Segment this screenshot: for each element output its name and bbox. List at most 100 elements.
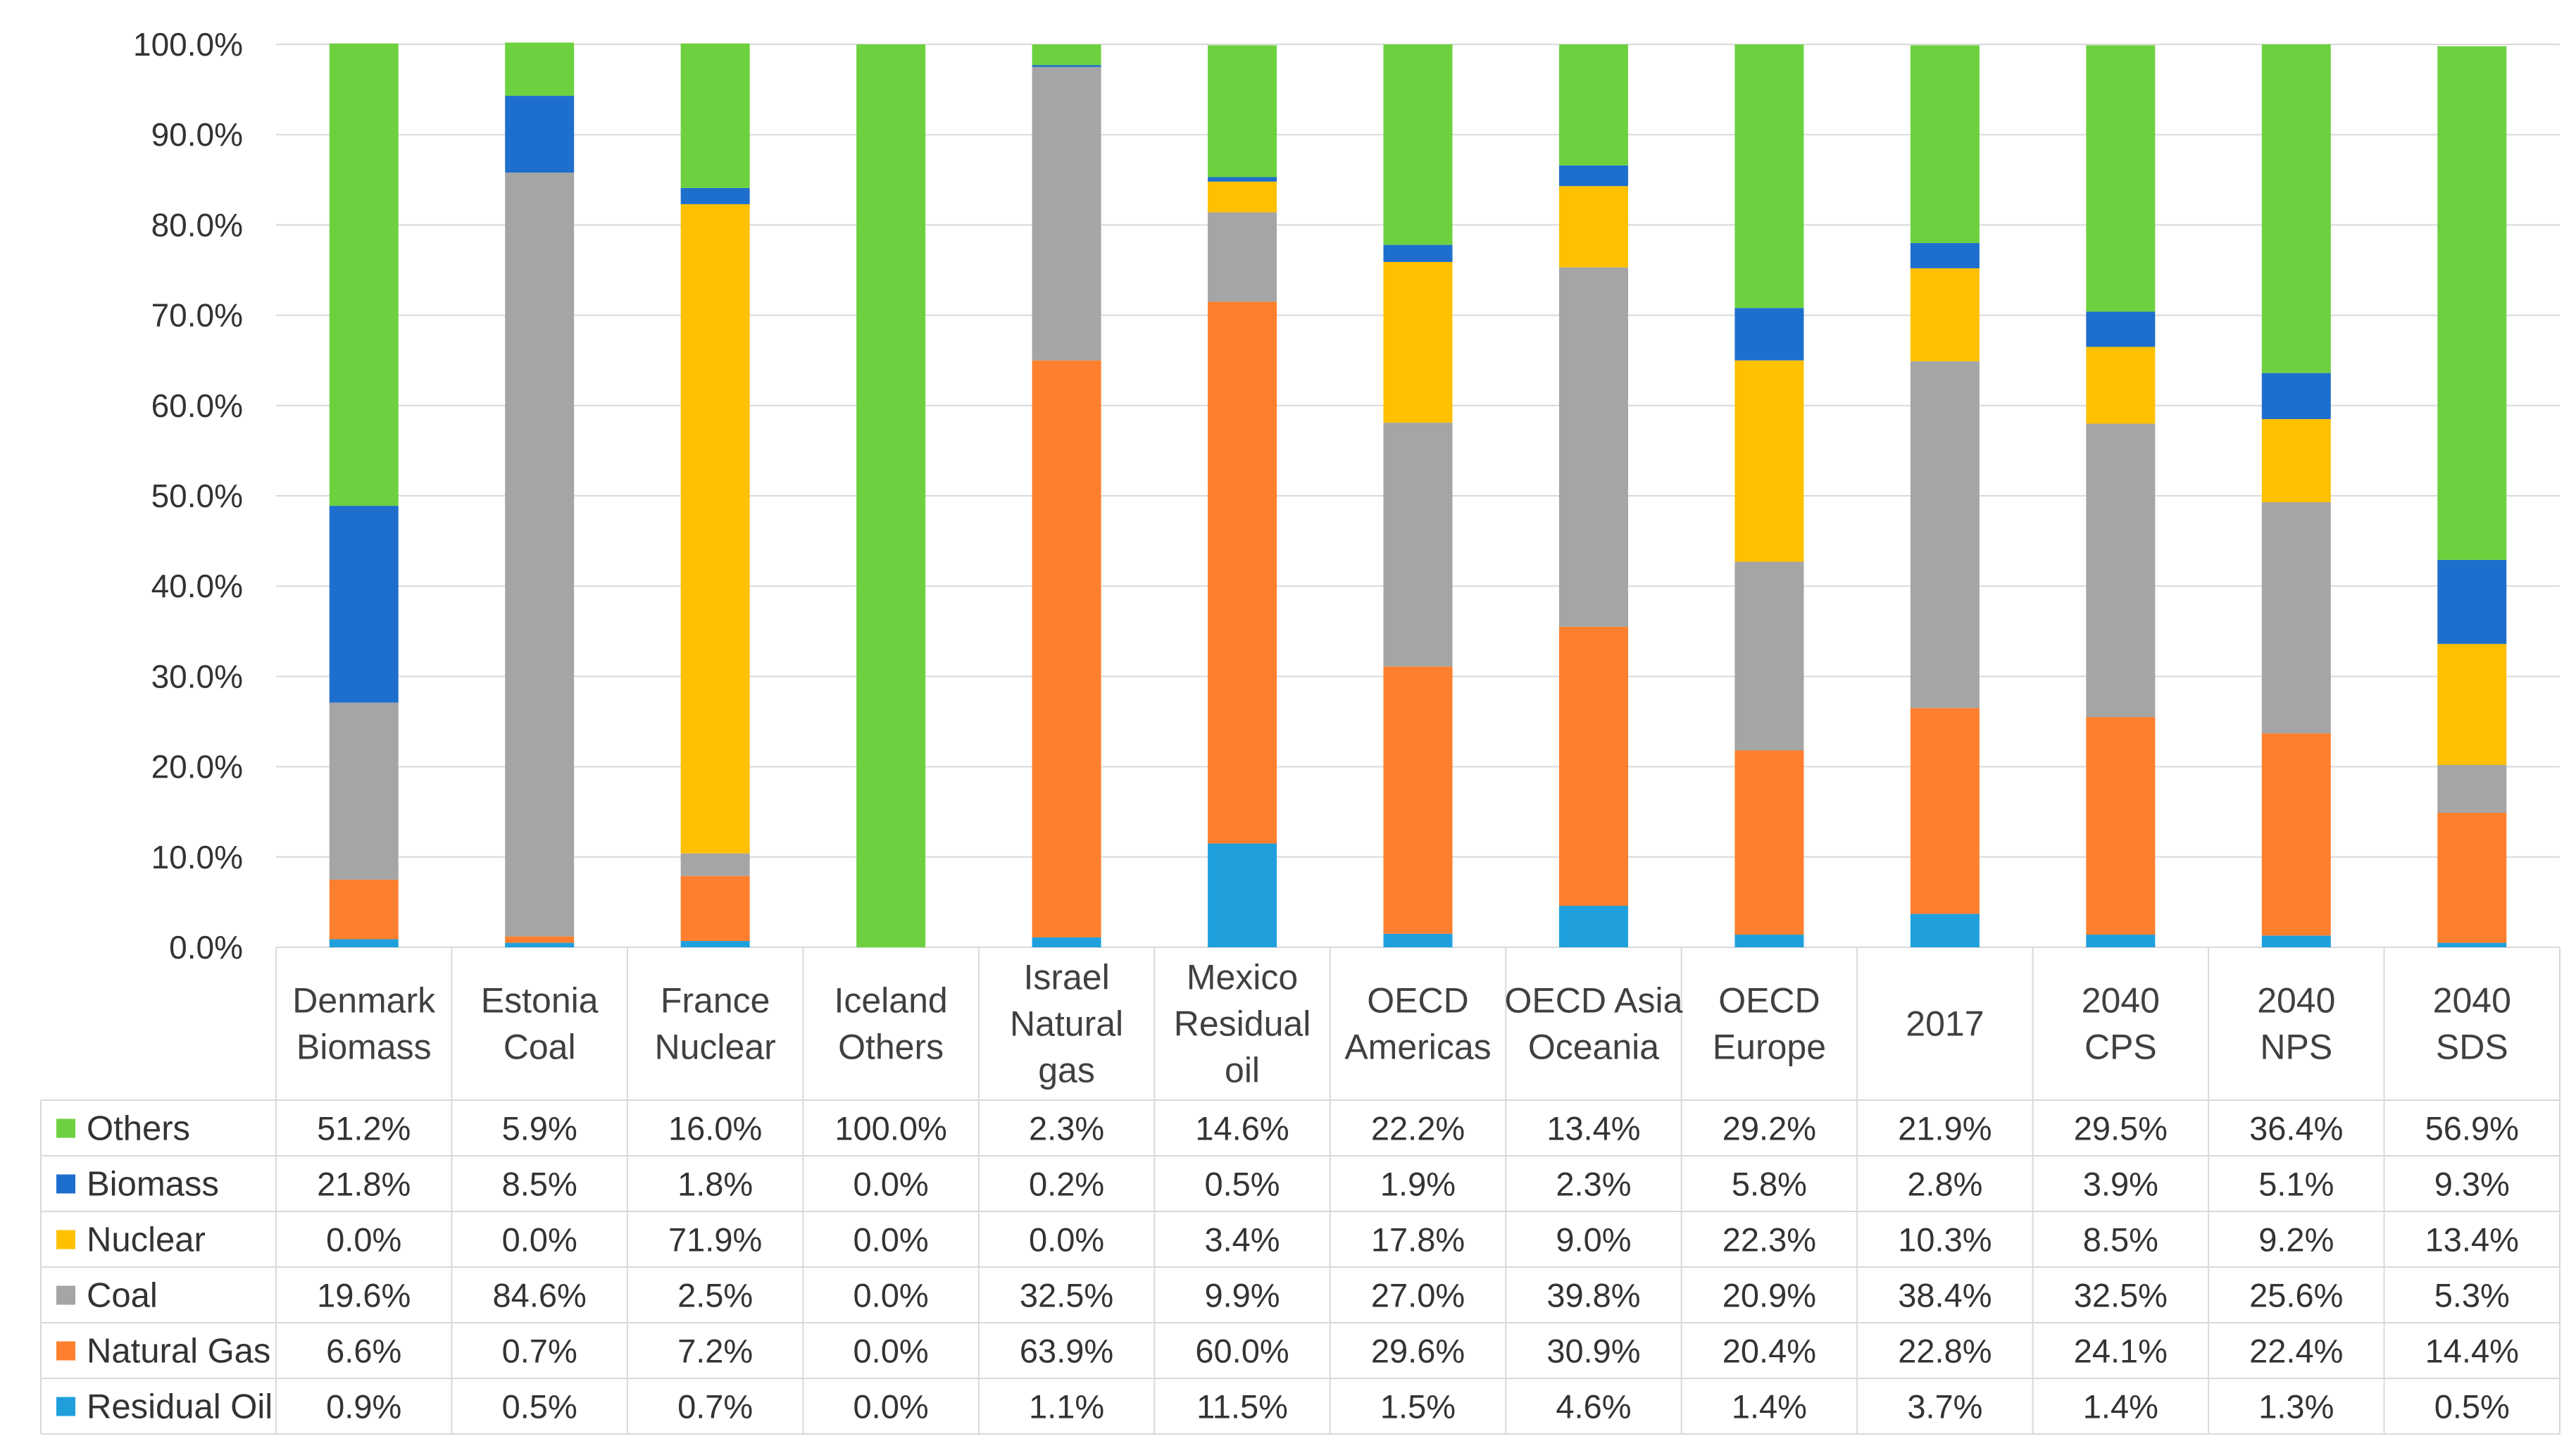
- bar-segment: [2437, 812, 2507, 943]
- data-label: 63.9%: [1020, 1333, 1113, 1370]
- legend-label: Natural Gas: [87, 1333, 270, 1371]
- data-label: 8.5%: [502, 1166, 577, 1203]
- data-label: 4.6%: [1556, 1388, 1631, 1426]
- data-label: 84.6%: [493, 1277, 587, 1314]
- data-label: 8.5%: [2083, 1221, 2158, 1259]
- data-label: 56.9%: [2425, 1110, 2519, 1147]
- bar-segment: [329, 879, 399, 940]
- data-label: 0.7%: [677, 1388, 753, 1426]
- data-label: 0.0%: [854, 1166, 929, 1203]
- data-label: 1.8%: [677, 1166, 753, 1203]
- data-label: 1.5%: [1380, 1388, 1456, 1426]
- data-label: 0.0%: [326, 1221, 401, 1259]
- category-label-line: Americas: [1344, 1028, 1491, 1067]
- bar-segment: [1910, 361, 1980, 709]
- bar-segment: [1032, 67, 1101, 361]
- bar-segment: [2086, 423, 2156, 718]
- data-label: 0.0%: [854, 1221, 929, 1259]
- category-label: 2040 NPS: [2257, 981, 2335, 1067]
- bar-segment: [1032, 360, 1101, 937]
- legend-label: Biomass: [87, 1166, 219, 1204]
- category-label-line: gas: [1038, 1051, 1095, 1090]
- bar-segment: [1734, 308, 1804, 361]
- data-label: 7.2%: [677, 1333, 753, 1370]
- bar-segment: [1734, 750, 1804, 935]
- y-tick-label: 90.0%: [151, 116, 243, 153]
- bar-segment: [680, 204, 750, 854]
- category-label-line: Coal: [504, 1028, 576, 1067]
- bar-segment: [329, 506, 399, 703]
- bar-segment: [505, 42, 575, 96]
- bar-segment: [2437, 46, 2507, 561]
- bar-segment: [1032, 44, 1101, 66]
- category-label-line: 2040: [2433, 981, 2511, 1021]
- bar-segment: [1734, 360, 1804, 562]
- bar-segment: [329, 702, 399, 880]
- data-label: 71.9%: [668, 1221, 762, 1259]
- category-label: France Nuclear: [655, 981, 776, 1067]
- bar-segment: [1208, 843, 1277, 947]
- bar-segment: [680, 187, 750, 204]
- category-label: Mexico Residual oil: [1174, 958, 1311, 1090]
- category-label-line: 2040: [2082, 981, 2160, 1021]
- y-tick-label: 0.0%: [169, 929, 243, 966]
- data-label: 3.4%: [1204, 1221, 1280, 1259]
- data-label: 13.4%: [2425, 1221, 2519, 1259]
- data-label: 9.0%: [1556, 1221, 1631, 1259]
- data-label: 3.9%: [2083, 1166, 2158, 1203]
- category-label: 2040 CPS: [2082, 981, 2160, 1067]
- data-label: 21.9%: [1898, 1110, 1992, 1147]
- y-tick-label: 20.0%: [151, 749, 243, 785]
- bar-segment: [680, 853, 750, 876]
- data-label: 2.3%: [1029, 1110, 1104, 1147]
- data-label: 14.6%: [1195, 1110, 1289, 1147]
- data-label: 13.4%: [1546, 1110, 1640, 1147]
- data-label: 21.8%: [317, 1166, 411, 1203]
- data-label: 20.9%: [1722, 1277, 1816, 1314]
- bar-segment: [2261, 501, 2331, 734]
- bar-segment: [1558, 626, 1628, 906]
- category-label-line: France: [661, 981, 770, 1021]
- data-label: 11.5%: [1196, 1388, 1288, 1426]
- data-label: 30.9%: [1546, 1333, 1640, 1370]
- bar-segment: [1910, 243, 1980, 268]
- bar-segment: [2261, 44, 2331, 373]
- y-tick-label: 100.0%: [133, 26, 243, 63]
- data-label: 2.8%: [1907, 1166, 1982, 1203]
- legend-key: [56, 1118, 75, 1138]
- data-label: 0.9%: [326, 1388, 401, 1426]
- data-label: 0.2%: [1029, 1166, 1104, 1203]
- bar-segment: [1383, 666, 1453, 934]
- bars: [329, 42, 2507, 947]
- bar-segment: [329, 43, 399, 506]
- bar-segment: [1383, 423, 1453, 667]
- legend-key: [56, 1285, 75, 1305]
- bar-segment: [2261, 733, 2331, 936]
- data-label: 60.0%: [1195, 1333, 1289, 1370]
- data-label: 29.5%: [2074, 1110, 2168, 1147]
- category-label-line: Oceania: [1528, 1028, 1659, 1067]
- y-tick-label: 70.0%: [151, 297, 243, 334]
- category-label: 2017: [1906, 1004, 1984, 1044]
- data-label: 22.2%: [1371, 1110, 1465, 1147]
- category-label-line: Mexico: [1187, 958, 1298, 997]
- bar-segment: [505, 936, 575, 943]
- data-label: 51.2%: [317, 1110, 411, 1147]
- data-label: 6.6%: [326, 1333, 401, 1370]
- bar-segment: [2437, 560, 2507, 644]
- y-tick-label: 10.0%: [151, 839, 243, 875]
- category-label: OECD Americas: [1344, 981, 1491, 1067]
- legend-label: Others: [87, 1110, 190, 1148]
- data-label: 27.0%: [1371, 1277, 1465, 1314]
- data-label: 1.1%: [1029, 1388, 1104, 1426]
- bar-segment: [1032, 937, 1101, 947]
- data-label: 22.3%: [1722, 1221, 1816, 1259]
- data-label: 100.0%: [834, 1110, 946, 1147]
- data-label: 0.0%: [854, 1333, 929, 1370]
- category-label-line: NPS: [2260, 1028, 2332, 1067]
- bar-segment: [1558, 906, 1628, 947]
- data-label: 22.8%: [1898, 1333, 1992, 1370]
- data-label: 1.4%: [2083, 1388, 2158, 1426]
- category-label-line: Residual: [1174, 1004, 1311, 1044]
